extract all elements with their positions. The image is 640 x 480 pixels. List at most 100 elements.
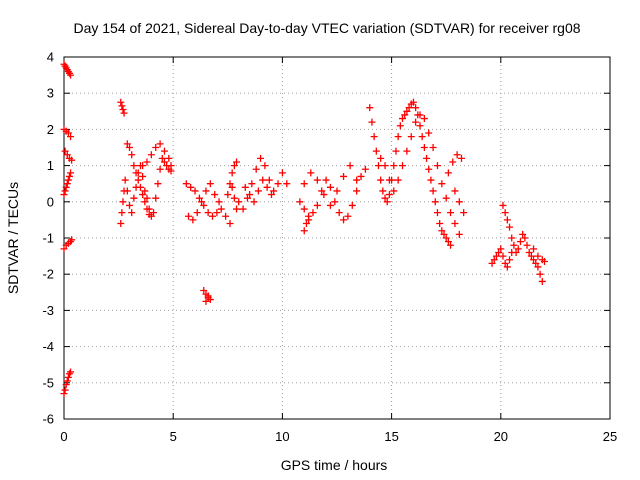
- data-point: [64, 129, 72, 137]
- data-point: [519, 230, 527, 238]
- data-point: [67, 71, 75, 79]
- data-point: [68, 236, 76, 244]
- data-point: [239, 205, 247, 213]
- data-point: [490, 256, 498, 264]
- data-point: [372, 147, 380, 155]
- data-point: [63, 180, 71, 188]
- data-point: [366, 104, 374, 112]
- data-point: [211, 191, 219, 199]
- data-point: [230, 162, 238, 170]
- data-point: [540, 258, 548, 266]
- data-point: [261, 162, 269, 170]
- data-point: [202, 297, 210, 305]
- data-point: [412, 104, 420, 112]
- data-point: [191, 187, 199, 195]
- x-axis-label: GPS time / hours: [281, 457, 388, 473]
- data-point: [67, 169, 75, 177]
- data-point: [523, 241, 531, 249]
- data-point: [119, 105, 127, 113]
- data-point: [353, 176, 361, 184]
- data-point: [123, 140, 131, 148]
- data-point: [143, 194, 151, 202]
- y-axis-label: SDTVAR / TECUs: [5, 182, 21, 294]
- data-points: [60, 60, 548, 398]
- data-point: [63, 377, 71, 385]
- data-point: [143, 205, 151, 213]
- data-point: [344, 212, 352, 220]
- y-tick-label: 2: [47, 122, 54, 137]
- data-point: [379, 187, 387, 195]
- data-point: [433, 209, 441, 217]
- data-point: [499, 201, 507, 209]
- data-point: [230, 194, 238, 202]
- data-point: [503, 263, 511, 271]
- x-tick-label: 0: [60, 429, 67, 444]
- data-point: [228, 169, 236, 177]
- data-point: [65, 172, 73, 180]
- y-tick-label: 4: [47, 50, 54, 65]
- data-point: [141, 187, 149, 195]
- y-tick-label: -4: [42, 339, 54, 354]
- data-point: [68, 156, 76, 164]
- data-point: [418, 133, 426, 141]
- data-point: [259, 176, 267, 184]
- data-point: [233, 158, 241, 166]
- data-point: [187, 183, 195, 191]
- data-point: [235, 198, 243, 206]
- data-point: [333, 187, 341, 195]
- data-point: [136, 183, 144, 191]
- data-point: [381, 162, 389, 170]
- data-point: [182, 180, 190, 188]
- data-point: [228, 183, 236, 191]
- data-point: [64, 176, 72, 184]
- data-point: [399, 115, 407, 123]
- data-point: [202, 187, 210, 195]
- y-tick-label: -3: [42, 303, 54, 318]
- data-point: [119, 198, 127, 206]
- data-point: [488, 259, 496, 267]
- data-point: [126, 144, 134, 151]
- data-point: [265, 176, 273, 184]
- data-point: [527, 252, 535, 260]
- data-point: [433, 162, 441, 170]
- y-tick-label: -2: [42, 267, 54, 282]
- data-point: [184, 212, 192, 220]
- data-point: [451, 187, 459, 195]
- data-point: [309, 209, 317, 217]
- data-point: [449, 158, 457, 166]
- data-point: [506, 223, 514, 231]
- data-point: [377, 154, 385, 162]
- data-point: [510, 241, 518, 249]
- data-point: [460, 209, 468, 217]
- data-point: [348, 201, 356, 209]
- data-point: [198, 198, 206, 206]
- data-point: [438, 180, 446, 188]
- data-point: [497, 245, 505, 253]
- data-point: [401, 111, 409, 119]
- data-point: [416, 122, 424, 130]
- data-point: [512, 248, 520, 256]
- data-point: [377, 176, 385, 184]
- data-point: [233, 205, 241, 213]
- data-point: [396, 122, 404, 130]
- data-point: [204, 292, 212, 300]
- data-point: [165, 154, 173, 162]
- data-point: [335, 209, 343, 217]
- data-point: [368, 118, 376, 126]
- data-point: [61, 386, 69, 394]
- y-tick-label: -5: [42, 375, 54, 390]
- data-point: [139, 162, 147, 170]
- data-point: [394, 176, 402, 184]
- data-point: [394, 133, 402, 141]
- data-point: [167, 162, 175, 170]
- data-point: [405, 104, 413, 112]
- data-point: [447, 209, 455, 217]
- data-point: [139, 191, 147, 199]
- data-point: [442, 194, 450, 202]
- data-point: [215, 198, 223, 206]
- data-point: [224, 191, 232, 199]
- data-point: [200, 201, 208, 209]
- data-point: [195, 194, 203, 202]
- x-tick-label: 20: [494, 429, 508, 444]
- x-tick-label: 25: [603, 429, 617, 444]
